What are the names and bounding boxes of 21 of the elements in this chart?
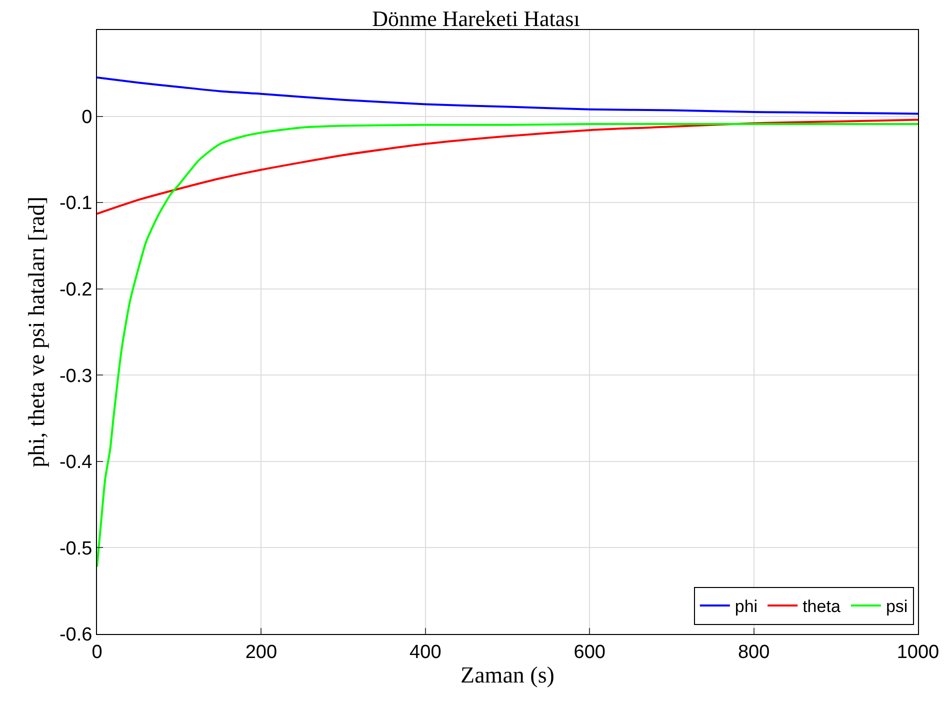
y-axis-title: phi, theta ve psi hataları [rad]	[24, 196, 49, 468]
y-tick-label: -0.1	[59, 193, 92, 214]
x-tick-label: 400	[410, 642, 442, 663]
y-tick-label: -0.2	[59, 280, 92, 301]
y-tick-label: -0.6	[59, 624, 92, 646]
line-series	[97, 76, 918, 115]
x-tick-label: 1000	[896, 642, 940, 663]
y-tick-label: -0.3	[59, 366, 92, 387]
line-series	[97, 122, 918, 568]
y-tick-label: -0.4	[59, 452, 93, 474]
line-series	[97, 118, 918, 215]
legend-label: phi	[734, 597, 758, 616]
x-axis-title: Zaman (s)	[460, 662, 554, 688]
y-tick-label: 0	[82, 106, 92, 128]
x-tick-label: 600	[574, 642, 606, 663]
y-tick-label: -0.5	[59, 538, 92, 560]
legend-label: psi	[886, 597, 908, 616]
x-tick-label: 800	[738, 642, 770, 663]
x-tick-label: 200	[245, 642, 278, 663]
chart-title: Dönme Hareketi Hatası	[372, 6, 580, 32]
legend-label: theta	[802, 597, 841, 616]
